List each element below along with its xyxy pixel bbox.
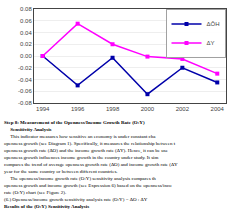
svg-text:The openness/income growth rat: The openness/income growth rate (O:Y) se…	[4, 176, 156, 181]
svg-text:openness growth and income gro: openness growth and income growth (see E…	[4, 183, 172, 188]
svg-text:2002: 2002	[176, 106, 190, 112]
svg-text:0.08: 0.08	[20, 6, 32, 12]
svg-text:1998: 1998	[106, 106, 120, 112]
svg-text:ΔŌH: ΔŌH	[207, 21, 220, 27]
svg-text:0.06: 0.06	[20, 18, 32, 24]
svg-text:1994: 1994	[36, 106, 50, 112]
svg-text:1996: 1996	[71, 106, 85, 112]
svg-text:rate (O:Y) chart (see Figure 2: rate (O:Y) chart (see Figure 2).	[4, 190, 66, 195]
svg-text:openness growth influences inc: openness growth influences income growth…	[4, 155, 158, 160]
svg-text:ΔY: ΔY	[207, 40, 215, 46]
svg-text:Sensitivity Analysis: Sensitivity Analysis	[4, 127, 52, 132]
svg-text:2000: 2000	[141, 106, 155, 112]
svg-text:-0.08: -0.08	[18, 100, 32, 106]
svg-text:-0.02: -0.02	[18, 65, 32, 71]
svg-text:-0.06: -0.06	[18, 88, 32, 94]
svg-text:0.00: 0.00	[20, 53, 32, 59]
svg-text:(6.) Openness/income growth se: (6.) Openness/income growth sensitivity …	[4, 197, 148, 202]
svg-text:0.04: 0.04	[20, 30, 32, 36]
svg-text:Results of the (O:Y) Sensitivi: Results of the (O:Y) Sensitivity Analysi…	[4, 204, 89, 209]
svg-text:0.02: 0.02	[20, 41, 32, 47]
svg-text:-0.04: -0.04	[18, 77, 32, 83]
svg-text:compares the trend of average: compares the trend of average openness g…	[4, 162, 178, 167]
svg-text:openness growth rate (ΔŌ) and: openness growth rate (ΔŌ) and the income…	[4, 148, 169, 154]
svg-text:2004: 2004	[211, 106, 225, 112]
svg-text:year for the same country or b: year for the same country or between dif…	[4, 169, 118, 174]
svg-text:This indicator measures how se: This indicator measures how sensitive an…	[4, 134, 156, 139]
svg-text:Step 8: Measurement of the Ope: Step 8: Measurement of the Openness/Inco…	[4, 120, 145, 125]
svg-text:openness growth (see Diagram 1: openness growth (see Diagram 1). Specifi…	[4, 141, 176, 147]
